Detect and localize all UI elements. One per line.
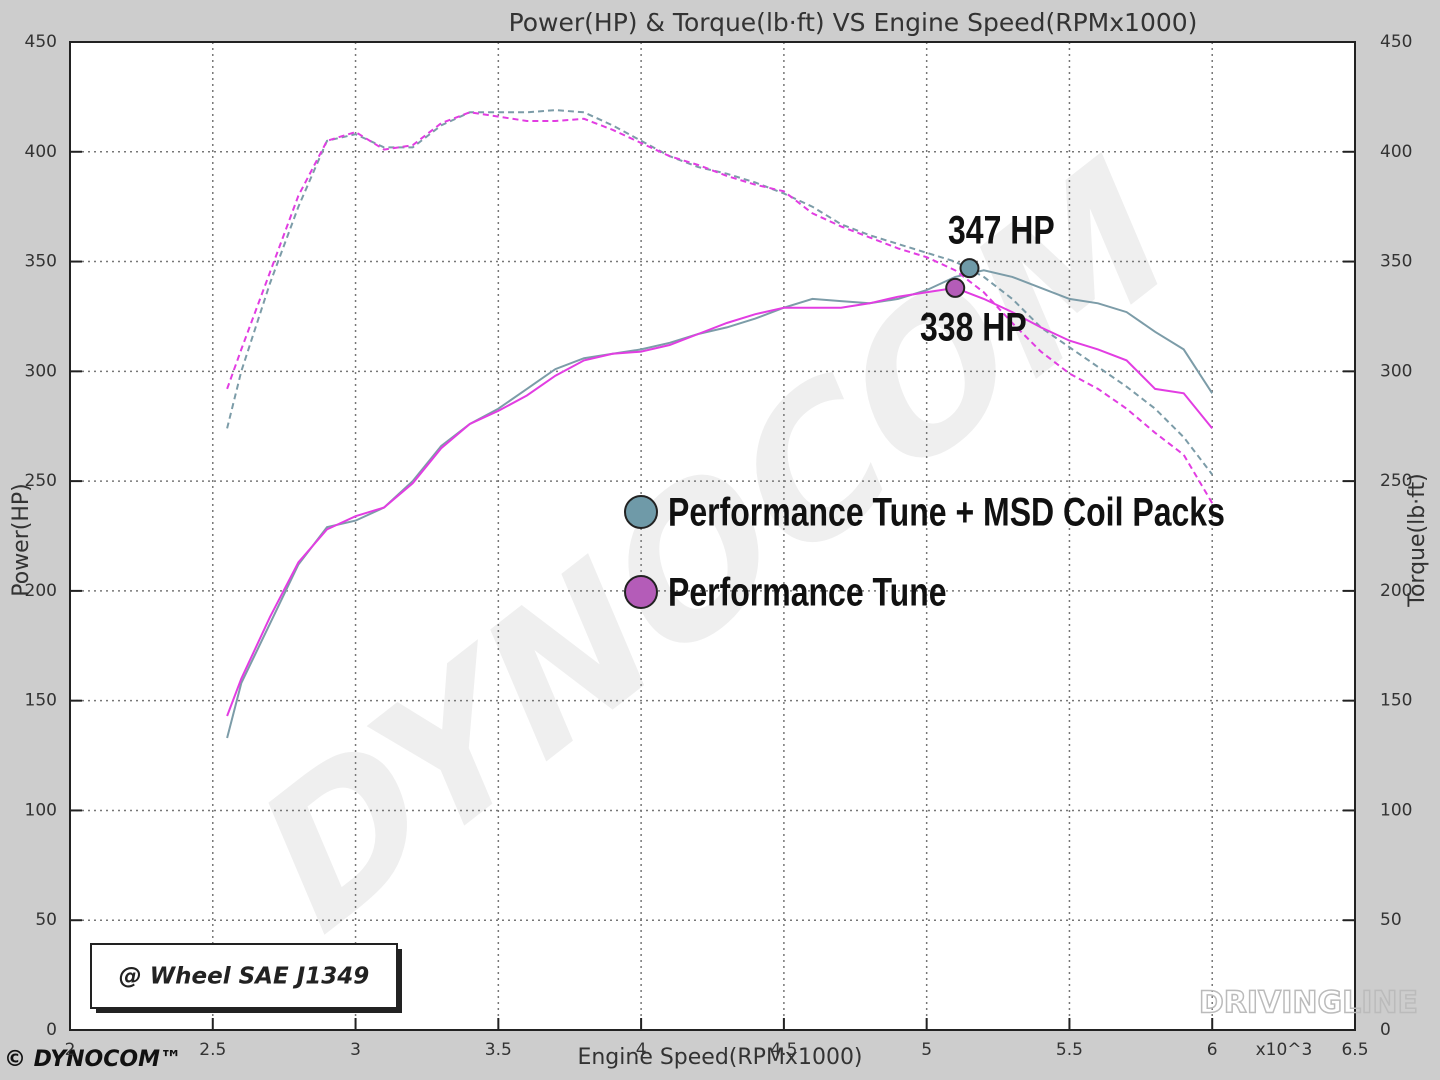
peak-marker [959, 258, 980, 279]
x-tick-label: 2.5 [199, 1040, 226, 1060]
y2-tick-label: 300 [1380, 361, 1412, 381]
y2-axis-label: Torque(lb·ft) [1405, 473, 1430, 607]
peak-label: 347 HP [948, 207, 1055, 252]
y-tick-label: 400 [25, 142, 57, 162]
y2-tick-label: 100 [1380, 800, 1412, 820]
y-tick-label: 100 [25, 800, 57, 820]
x-tick-label: 6 [1207, 1040, 1218, 1060]
credit: DRIVINGLINE [1199, 986, 1418, 1021]
legend-label: Performance Tune + MSD Coil Packs [668, 489, 1225, 534]
x-tick-label: 3.5 [485, 1040, 512, 1060]
y2-tick-label: 350 [1380, 252, 1412, 272]
note-text: @ Wheel SAE J1349 [119, 964, 370, 990]
legend-marker [624, 495, 658, 529]
y-tick-label: 50 [35, 910, 57, 930]
x-tick-label: 3 [350, 1040, 361, 1060]
y2-tick-label: 200 [1380, 581, 1412, 601]
legend-marker [624, 575, 658, 609]
peak-label: 338 HP [920, 304, 1027, 349]
x-axis-label: Engine Speed(RPMx1000) [577, 1045, 862, 1070]
y-tick-label: 0 [46, 1020, 57, 1040]
y-tick-label: 200 [25, 581, 57, 601]
y2-tick-label: 250 [1380, 471, 1412, 491]
chart-title: Power(HP) & Torque(lb·ft) VS Engine Spee… [509, 8, 1198, 37]
power-line [226, 286, 1213, 717]
peak-marker [945, 277, 966, 298]
y2-tick-label: 50 [1380, 910, 1402, 930]
x-tick-label: 5 [921, 1040, 932, 1060]
y-tick-label: 450 [25, 32, 57, 52]
x-tick-label: 6.5 [1341, 1040, 1368, 1060]
x-tick-label: 4.5 [770, 1040, 797, 1060]
y-tick-label: 300 [25, 361, 57, 381]
x-tick-label: 2 [65, 1040, 76, 1060]
legend-label: Performance Tune [668, 569, 947, 614]
y2-tick-label: 400 [1380, 142, 1412, 162]
y-tick-label: 350 [25, 252, 57, 272]
y2-tick-label: 150 [1380, 691, 1412, 711]
lines [226, 109, 1214, 739]
y-axis-label: Power(HP) [9, 483, 34, 597]
torque-line [226, 111, 1214, 504]
x-tick-label: 5.5 [1056, 1040, 1083, 1060]
y2-tick-label: 0 [1380, 1020, 1391, 1040]
x-multiplier: x10^3 [1256, 1040, 1313, 1060]
note-box [90, 943, 398, 1009]
y2-tick-label: 450 [1380, 32, 1412, 52]
logo: © DYNOCOM™ [4, 1047, 182, 1072]
y-tick-label: 250 [25, 471, 57, 491]
y-tick-label: 150 [25, 691, 57, 711]
x-tick-label: 4 [636, 1040, 647, 1060]
plot-frame [69, 41, 1356, 1031]
plot-area [70, 42, 1355, 1030]
